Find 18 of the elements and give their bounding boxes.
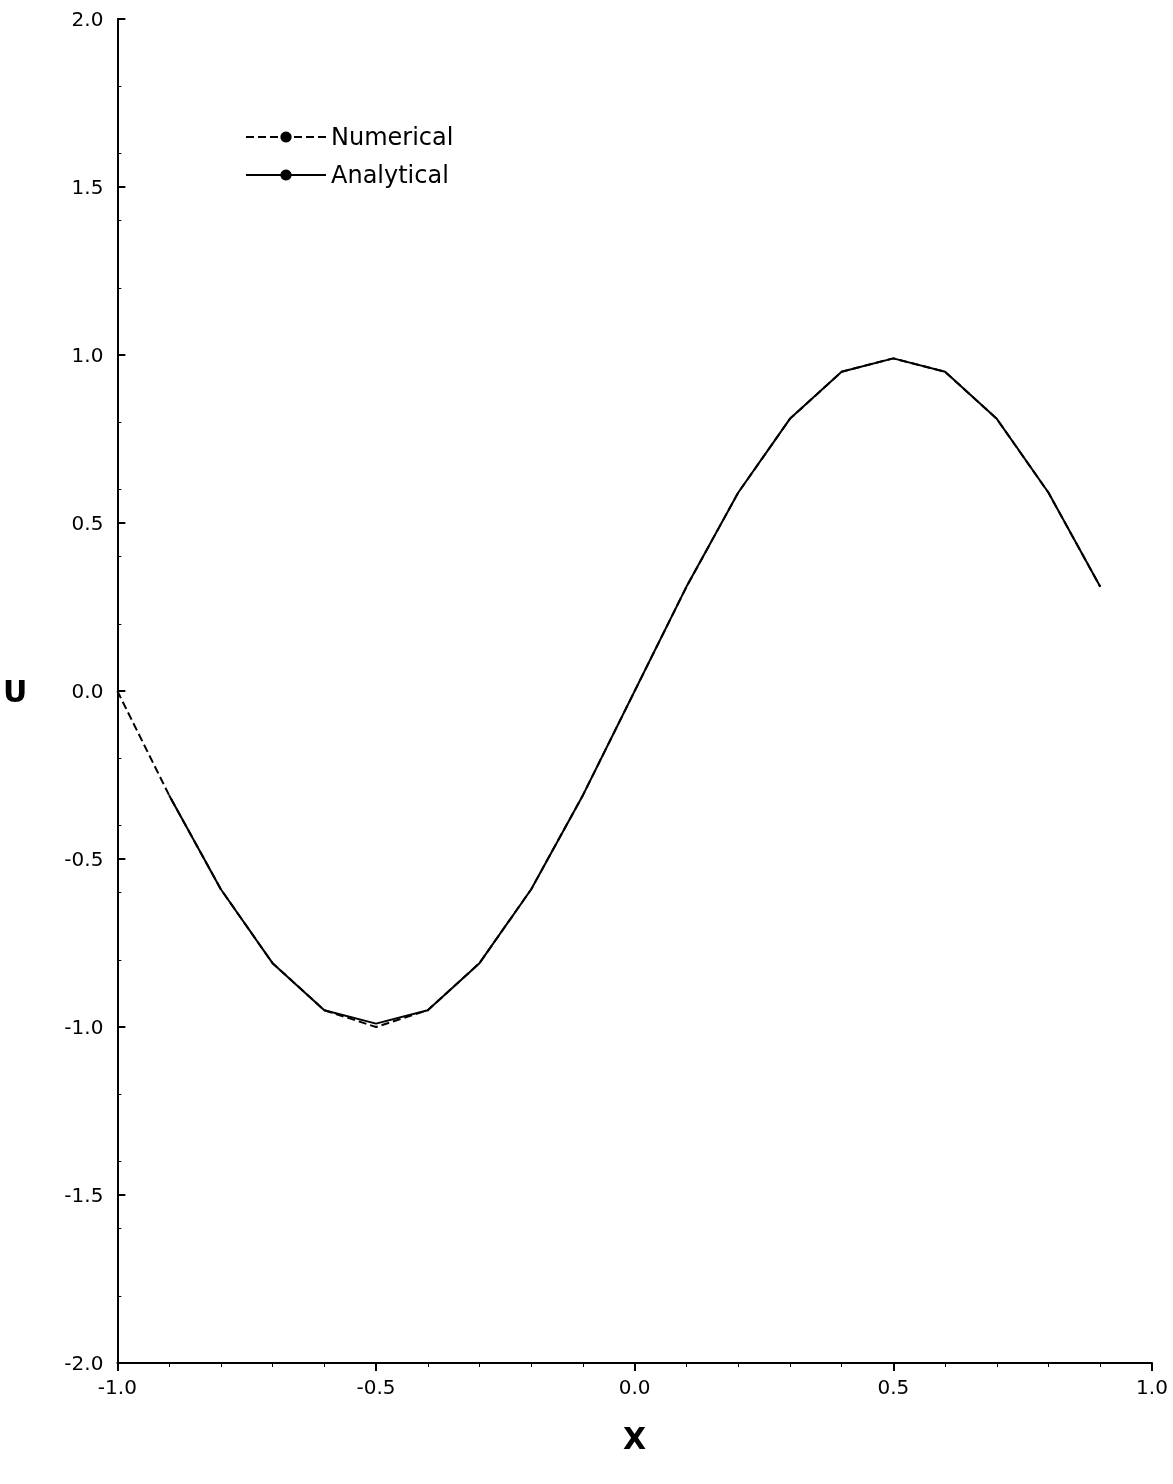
x-tick-label: 1.0 [1136,1375,1168,1399]
y-tick-label: -0.5 [64,847,104,871]
y-tick-label: -2.0 [64,1351,104,1375]
y-axis-title: U [2,673,28,709]
x-tick-label: -0.5 [356,1375,396,1399]
x-tick-label: 0.0 [618,1375,651,1399]
x-tick-label: 0.5 [877,1375,910,1399]
y-tick-label: 2.0 [71,7,104,31]
y-tick-label: -1.0 [64,1015,104,1039]
y-tick-label: 0.5 [71,511,104,535]
legend-label: Numerical [331,123,454,151]
y-tick-label: 1.0 [71,343,104,367]
y-tick-label: -1.5 [64,1183,104,1207]
x-tick-label: -1.0 [97,1375,137,1399]
legend-label: Analytical [331,161,449,189]
y-tick-label: 1.5 [71,175,104,199]
x-axis-title: X [623,1420,647,1456]
y-tick-label: 0.0 [71,679,104,703]
